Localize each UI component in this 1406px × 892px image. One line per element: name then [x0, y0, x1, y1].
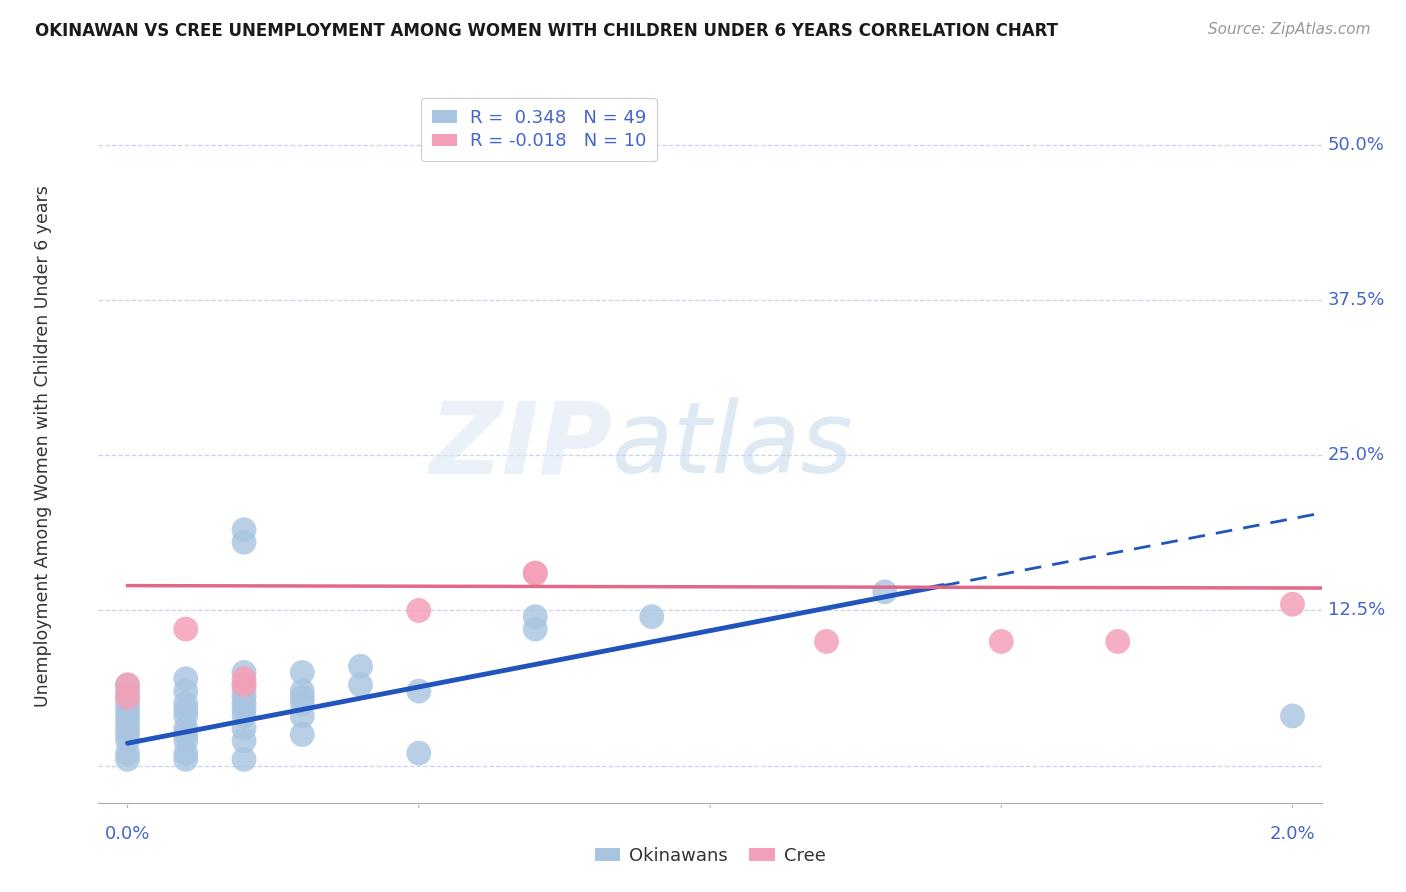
Point: [117, 752, 139, 766]
Point: [291, 697, 314, 711]
Point: [233, 665, 256, 680]
Point: [408, 746, 430, 760]
Point: [291, 709, 314, 723]
Point: [174, 672, 197, 686]
Point: [349, 659, 371, 673]
Legend: Okinawans, Cree: Okinawans, Cree: [588, 840, 832, 872]
Point: [174, 733, 197, 747]
Point: [174, 622, 197, 636]
Text: 37.5%: 37.5%: [1327, 291, 1385, 310]
Text: Source: ZipAtlas.com: Source: ZipAtlas.com: [1208, 22, 1371, 37]
Point: [117, 697, 139, 711]
Point: [174, 684, 197, 698]
Point: [117, 678, 139, 692]
Point: [174, 703, 197, 717]
Point: [233, 672, 256, 686]
Point: [174, 722, 197, 736]
Text: 25.0%: 25.0%: [1327, 446, 1385, 465]
Point: [117, 678, 139, 692]
Point: [524, 566, 547, 581]
Point: [291, 665, 314, 680]
Text: 2.0%: 2.0%: [1270, 825, 1316, 843]
Point: [233, 709, 256, 723]
Point: [117, 703, 139, 717]
Point: [233, 678, 256, 692]
Point: [349, 678, 371, 692]
Point: [233, 678, 256, 692]
Point: [233, 523, 256, 537]
Point: [233, 733, 256, 747]
Point: [174, 709, 197, 723]
Point: [233, 690, 256, 705]
Point: [641, 609, 664, 624]
Point: [117, 690, 139, 705]
Point: [233, 697, 256, 711]
Point: [174, 697, 197, 711]
Text: ZIP: ZIP: [429, 398, 612, 494]
Point: [174, 746, 197, 760]
Point: [117, 684, 139, 698]
Point: [1281, 709, 1303, 723]
Point: [117, 746, 139, 760]
Point: [990, 634, 1012, 648]
Text: Unemployment Among Women with Children Under 6 years: Unemployment Among Women with Children U…: [34, 185, 52, 707]
Point: [524, 566, 547, 581]
Point: [524, 622, 547, 636]
Point: [233, 722, 256, 736]
Text: 50.0%: 50.0%: [1327, 136, 1385, 154]
Point: [291, 684, 314, 698]
Text: OKINAWAN VS CREE UNEMPLOYMENT AMONG WOMEN WITH CHILDREN UNDER 6 YEARS CORRELATIO: OKINAWAN VS CREE UNEMPLOYMENT AMONG WOME…: [35, 22, 1059, 40]
Point: [408, 684, 430, 698]
Point: [408, 603, 430, 617]
Point: [233, 752, 256, 766]
Point: [233, 535, 256, 549]
Point: [174, 727, 197, 741]
Text: atlas: atlas: [612, 398, 853, 494]
Point: [117, 709, 139, 723]
Point: [291, 727, 314, 741]
Point: [291, 690, 314, 705]
Point: [1107, 634, 1129, 648]
Point: [233, 703, 256, 717]
Point: [873, 584, 896, 599]
Point: [233, 684, 256, 698]
Point: [815, 634, 838, 648]
Point: [174, 752, 197, 766]
Text: 0.0%: 0.0%: [105, 825, 150, 843]
Point: [117, 727, 139, 741]
Point: [117, 715, 139, 730]
Point: [117, 733, 139, 747]
Point: [1281, 597, 1303, 611]
Point: [117, 690, 139, 705]
Point: [117, 722, 139, 736]
Text: 12.5%: 12.5%: [1327, 601, 1385, 619]
Point: [524, 609, 547, 624]
